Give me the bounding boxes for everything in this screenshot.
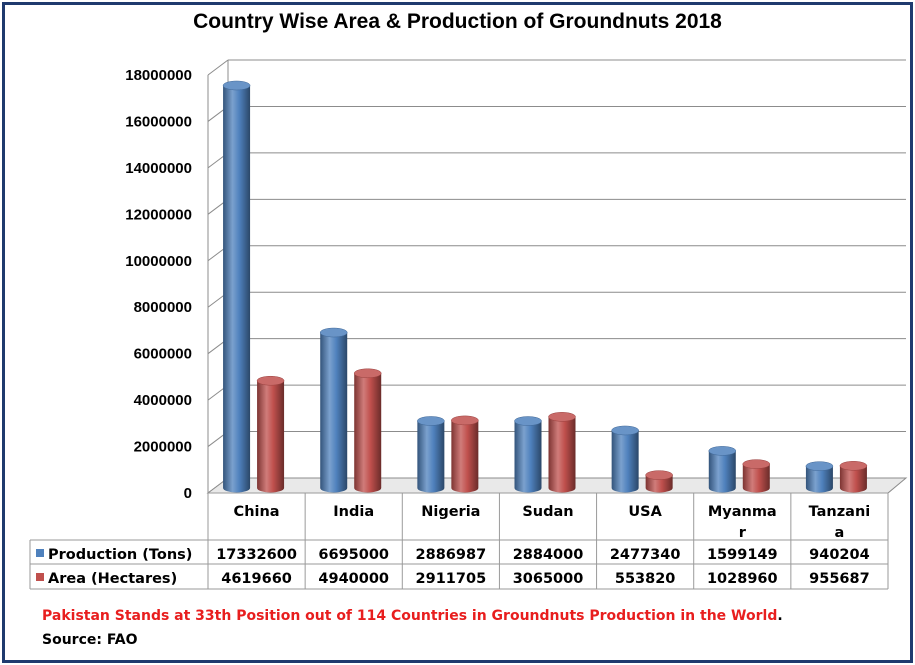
bar-production (708, 450, 736, 493)
category-label: China (234, 504, 280, 520)
y-tick-label: 6000000 (134, 346, 192, 363)
bar-top-area (548, 412, 576, 422)
bar-production (805, 466, 833, 493)
footnote-note-text: Pakistan Stands at 33th Position out of … (42, 608, 778, 624)
category-label: USA (628, 504, 662, 520)
y-tick-label: 4000000 (134, 392, 192, 409)
category-label: India (333, 504, 374, 520)
data-label: 1599149 (707, 547, 778, 563)
data-label: 4619660 (221, 571, 292, 587)
bar-top-area (353, 368, 382, 379)
bar-top-production (611, 425, 639, 436)
bar-area (839, 465, 867, 493)
data-label: 6695000 (318, 547, 389, 563)
footnote-note: Pakistan Stands at 33th Position out of … (42, 608, 783, 624)
bar-top-area (451, 415, 479, 426)
y-tick-label: 18000000 (125, 67, 192, 84)
category-label: Tanzani (809, 504, 871, 520)
bar-production (223, 85, 251, 493)
data-label: 2884000 (513, 547, 584, 563)
footnote-source: Source: FAO (42, 632, 138, 648)
bar-top-production (319, 327, 348, 338)
data-label: 17332600 (216, 547, 297, 563)
category-label: Nigeria (421, 504, 480, 520)
bar-production (320, 332, 348, 493)
chart-title: Country Wise Area & Production of Ground… (193, 10, 722, 33)
y-tick-label: 16000000 (125, 113, 192, 130)
y-tick-label: 10000000 (125, 253, 192, 270)
data-label: 2886987 (416, 547, 487, 563)
legend-swatch-area (36, 573, 44, 581)
bar-top-production (222, 80, 251, 91)
data-label: 1028960 (707, 571, 778, 587)
bar-area (742, 464, 770, 493)
legend-swatch-production (36, 549, 44, 557)
bar-top-area (645, 470, 673, 480)
bar-top-area (839, 461, 868, 471)
data-label: 3065000 (513, 571, 584, 587)
y-tick-label: 14000000 (125, 160, 192, 177)
y-tick-label: 8000000 (134, 299, 192, 316)
bar-production (611, 430, 639, 493)
data-label: 4940000 (318, 571, 389, 587)
bar-production (514, 421, 542, 493)
bar-production (417, 420, 445, 493)
bar-top-production (708, 446, 737, 456)
category-label: Myanma (708, 504, 777, 520)
legend-label-area: Area (Hectares) (48, 571, 177, 587)
gridline-side (207, 59, 229, 76)
data-label: 955687 (809, 571, 870, 587)
legend-label-production: Production (Tons) (48, 547, 192, 563)
footnote-period: . (777, 608, 783, 624)
category-label: r (739, 525, 747, 541)
bar-top-area (256, 375, 285, 386)
bar-top-production (805, 461, 834, 471)
bar-top-production (417, 416, 445, 426)
bar-area (645, 475, 673, 493)
y-tick-label: 2000000 (134, 439, 192, 456)
bar-area (354, 373, 382, 493)
y-tick-label: 12000000 (125, 206, 192, 223)
data-label: 940204 (809, 547, 870, 563)
bar-area (548, 416, 576, 493)
bar-area (451, 420, 479, 493)
data-label: 2477340 (610, 547, 681, 563)
bar-area (257, 380, 285, 493)
y-tick-label: 0 (184, 485, 192, 502)
category-label: a (835, 525, 845, 541)
data-label: 553820 (615, 571, 676, 587)
bar-top-area (742, 459, 771, 469)
category-label: Sudan (522, 504, 573, 520)
data-label: 2911705 (416, 571, 487, 587)
bar-top-production (514, 416, 542, 426)
